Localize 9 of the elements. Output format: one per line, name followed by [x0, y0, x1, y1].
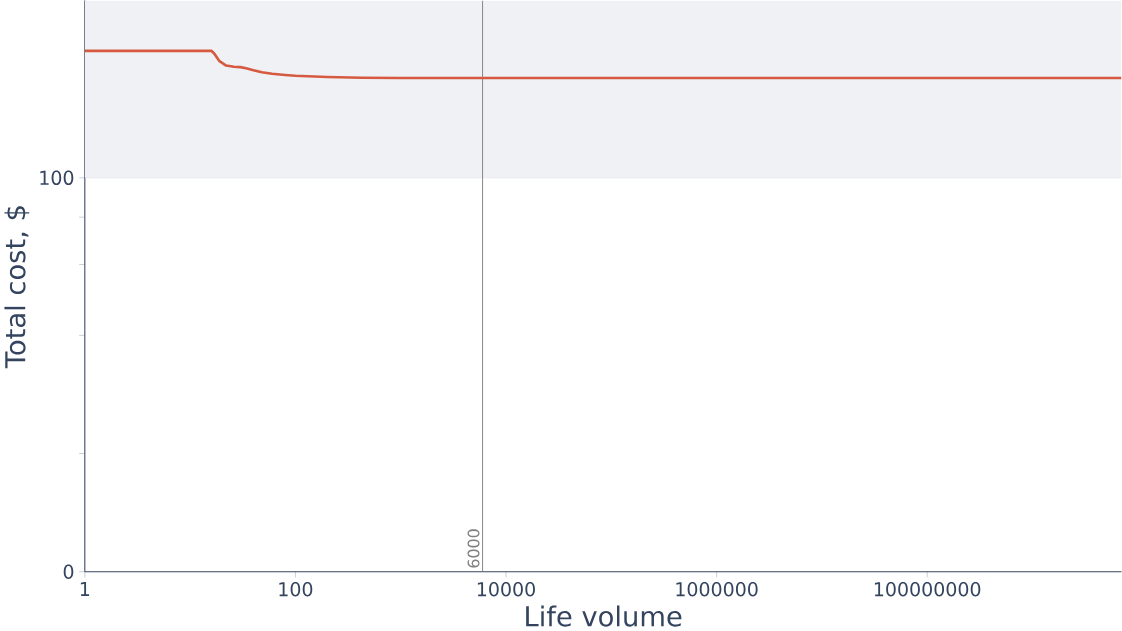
x-tick-label: 100000000: [874, 582, 981, 597]
x-tick-label: 10000: [477, 582, 535, 597]
y-axis-title: Total cost, $: [4, 206, 30, 369]
x-tick-label: 1000000: [676, 582, 758, 597]
x-tick-label: 1: [80, 582, 90, 596]
ref-line-label: 6000: [467, 529, 480, 568]
x-tick-label: 100: [279, 582, 313, 597]
x-axis-title: Life volume: [526, 605, 682, 627]
y-tick-label: 0: [63, 564, 74, 579]
